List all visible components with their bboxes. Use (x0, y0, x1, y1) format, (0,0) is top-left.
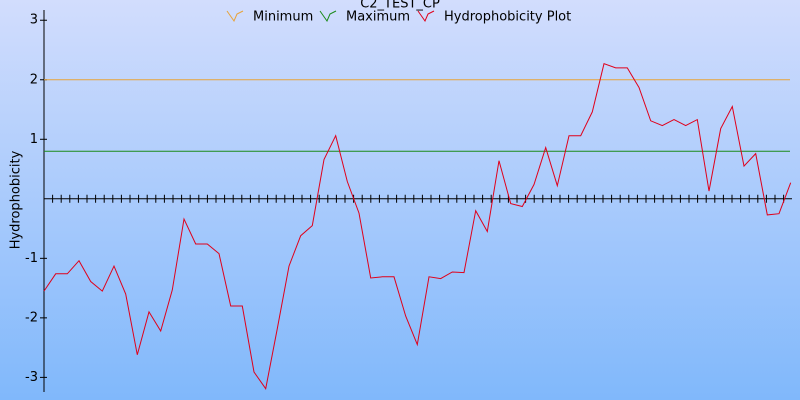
legend-label: Minimum (253, 10, 313, 25)
legend-icon (226, 10, 244, 23)
data-line (43, 63, 792, 390)
x-axis-minor-ticks (52, 194, 785, 203)
legend-icon (417, 10, 435, 23)
y-axis-label: Hydrophobicity (9, 150, 24, 249)
y-tick-label: -3 (25, 370, 38, 385)
y-tick-label: 1 (30, 132, 38, 147)
y-tick-label: 3 (30, 13, 38, 28)
y-tick-label: -2 (25, 310, 38, 325)
legend-label: Hydrophobicity Plot (444, 10, 571, 25)
legend-icon (319, 10, 337, 23)
y-tick-label: -1 (25, 251, 38, 266)
legend-label: Maximum (346, 10, 410, 25)
y-tick-label: 2 (30, 72, 38, 87)
chart-title: C2_TEST_CP (360, 0, 440, 12)
